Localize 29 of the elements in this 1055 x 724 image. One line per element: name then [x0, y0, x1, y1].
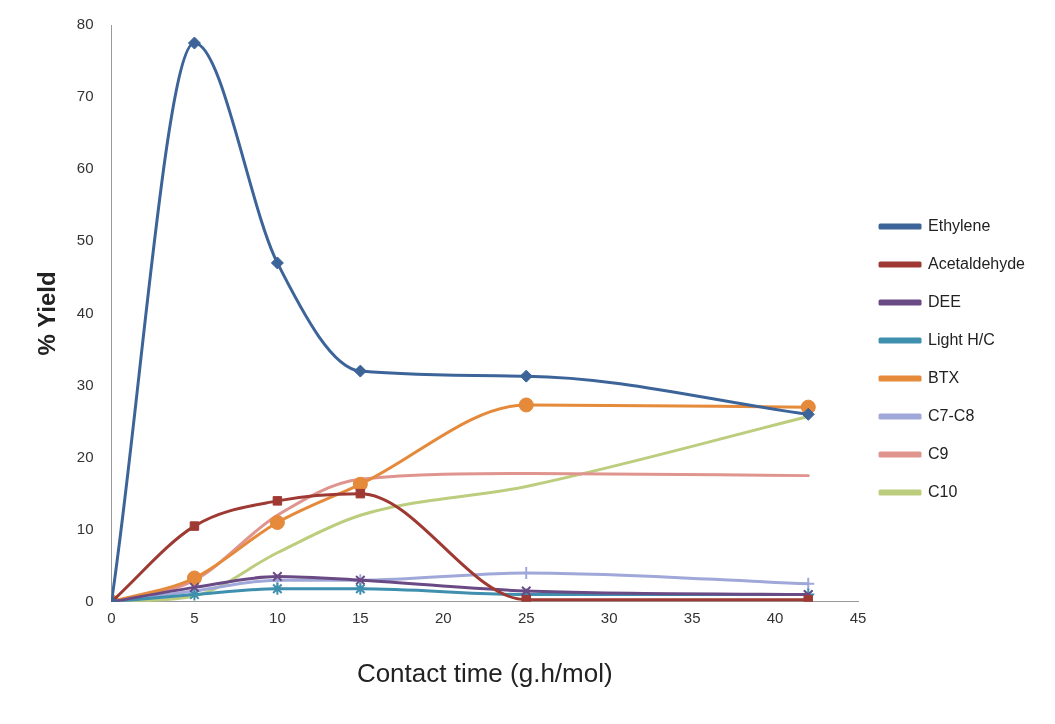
x-tick-label: 30 — [600, 608, 618, 626]
y-tick-label: 30 — [76, 375, 94, 393]
y-tick-label: 0 — [85, 591, 94, 609]
legend-label: Acetaldehyde — [928, 254, 1026, 272]
legend-label: BTX — [928, 368, 960, 386]
x-tick-label: 20 — [434, 608, 452, 626]
x-axis-title: Contact time (g.h/mol) — [356, 657, 613, 688]
x-tick-label: 35 — [683, 608, 701, 626]
x-tick-label: 5 — [190, 608, 199, 626]
legend-label: C9 — [928, 444, 949, 462]
x-tick-label: 0 — [107, 608, 116, 626]
x-tick-label: 10 — [269, 608, 286, 626]
x-tick-label: 15 — [351, 608, 369, 626]
x-tick-label: 25 — [517, 608, 535, 626]
legend-label: C7-C8 — [928, 406, 975, 424]
legend-label: Light H/C — [928, 330, 995, 348]
x-tick-label: 40 — [766, 608, 784, 626]
y-tick-label: 10 — [76, 519, 94, 537]
legend-label: C10 — [928, 482, 958, 500]
legend-label: DEE — [928, 292, 961, 310]
y-tick-label: 70 — [76, 87, 94, 105]
legend-label: Ethylene — [928, 216, 991, 234]
y-tick-label: 50 — [76, 231, 94, 249]
y-axis-title: % Yield — [33, 271, 61, 356]
y-tick-label: 60 — [76, 159, 94, 177]
y-tick-label: 20 — [76, 447, 94, 465]
y-tick-label: 80 — [76, 15, 94, 33]
y-tick-label: 40 — [76, 303, 94, 321]
x-tick-label: 45 — [849, 608, 867, 626]
